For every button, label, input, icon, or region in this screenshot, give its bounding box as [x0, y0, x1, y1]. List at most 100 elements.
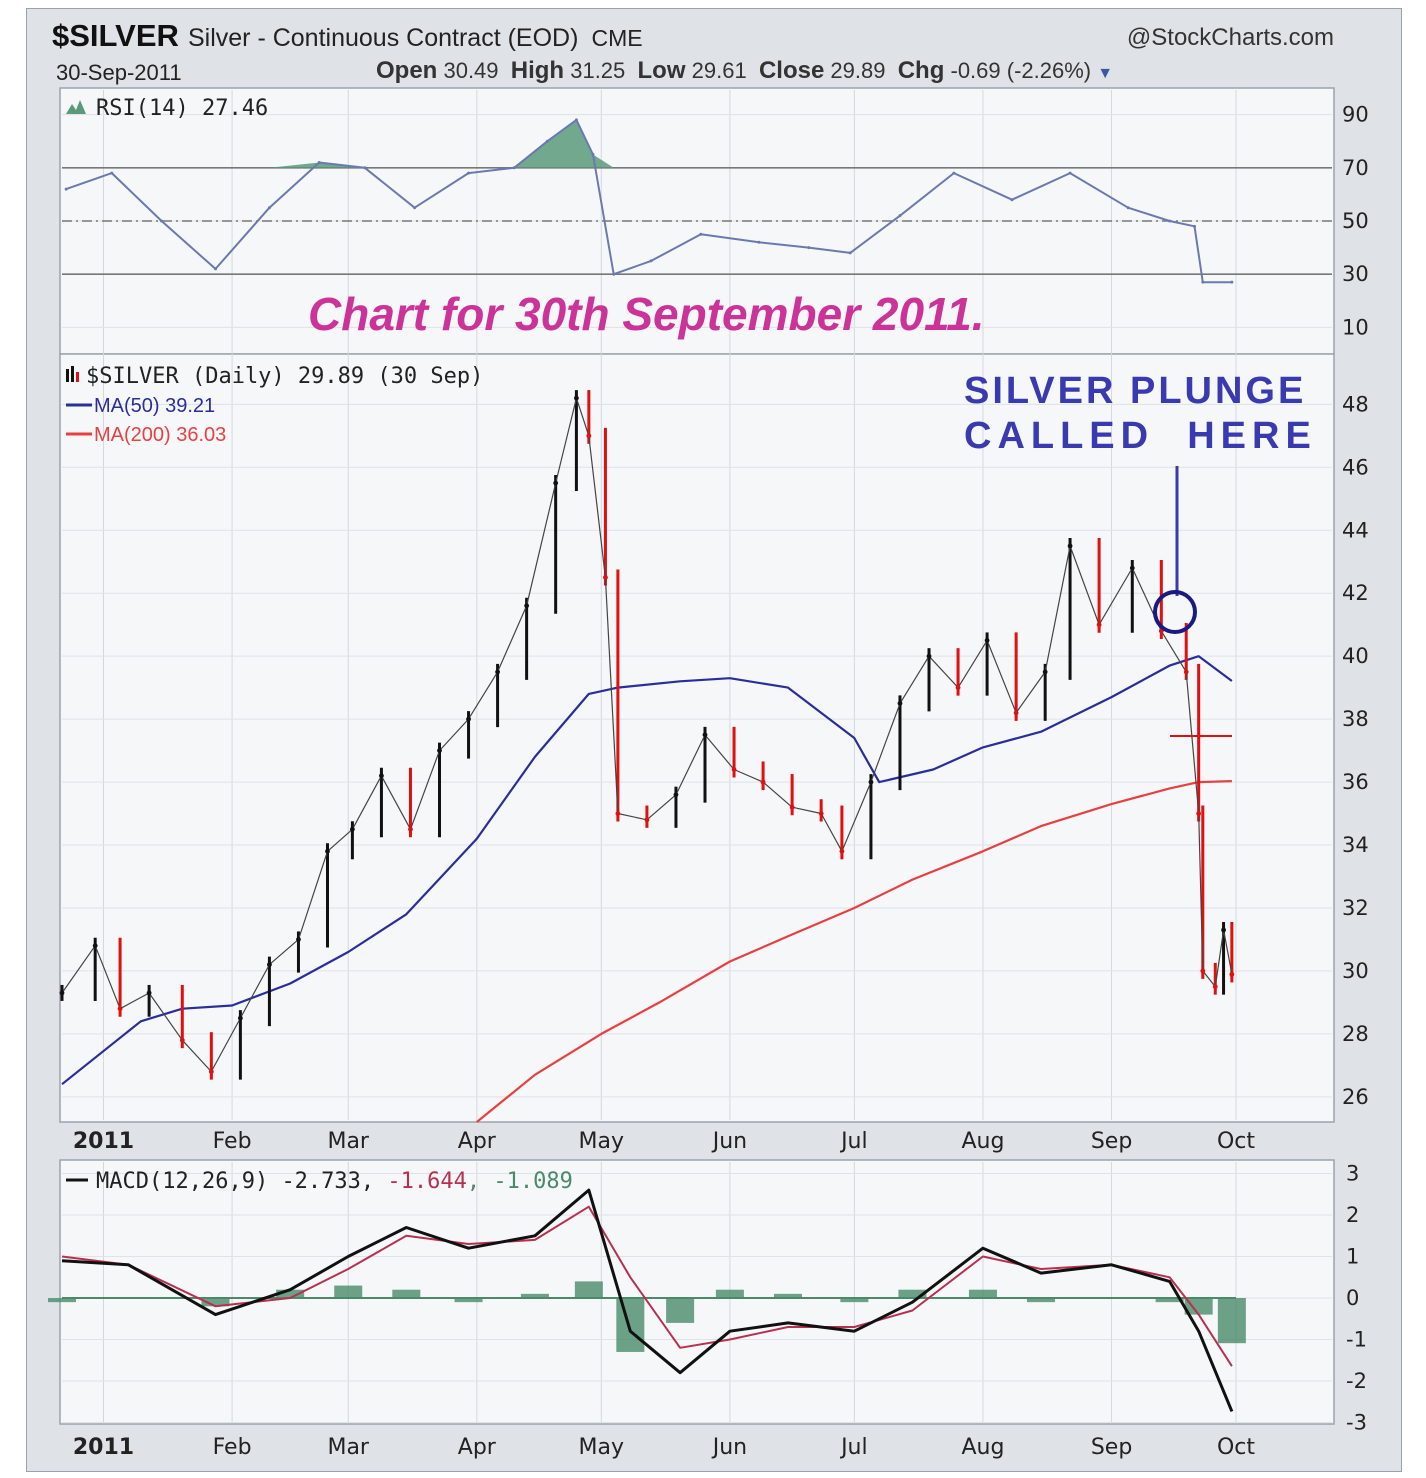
- price-month-label: Apr: [458, 1129, 497, 1154]
- macd-histogram-bar: [48, 1298, 76, 1303]
- price-month-label: Sep: [1091, 1129, 1132, 1154]
- chg-value: -0.69 (-2.26%): [950, 58, 1092, 83]
- macd-legend-name: MACD(12,26,9): [96, 1169, 268, 1194]
- rsi-point: [64, 187, 68, 191]
- price-month-label: May: [579, 1129, 624, 1154]
- price-point: [524, 603, 530, 609]
- rsi-point: [807, 246, 811, 250]
- macd-month-label: Aug: [961, 1435, 1004, 1460]
- macd-tick-label: -1: [1346, 1328, 1367, 1352]
- macd-month-label: Feb: [213, 1435, 252, 1460]
- price-point: [897, 700, 903, 706]
- macd-histogram-bar: [114, 1298, 143, 1299]
- price-point: [325, 848, 330, 854]
- rsi-point: [160, 219, 164, 223]
- high-value: 31.25: [570, 58, 626, 83]
- macd-histogram-bar: [616, 1298, 645, 1352]
- price-point: [1067, 543, 1073, 549]
- price-point: [1096, 622, 1102, 628]
- macd-histogram-bar: [201, 1298, 230, 1307]
- price-point: [59, 990, 65, 996]
- high-label: High: [510, 57, 565, 84]
- price-point: [702, 732, 708, 738]
- price-tick-label: 30: [1342, 959, 1369, 983]
- macd-legend: MACD(12,26,9) -2.733, -1.644, -1.089: [66, 1169, 573, 1194]
- price-point: [1229, 971, 1235, 977]
- price-month-label: 2011: [73, 1129, 134, 1154]
- price-point: [574, 395, 579, 401]
- rsi-point: [848, 251, 852, 255]
- macd-histogram-bar: [773, 1293, 802, 1298]
- rsi-point: [1010, 198, 1014, 202]
- macd-month-label: Jul: [839, 1435, 868, 1460]
- macd-panel: [59, 1159, 1335, 1425]
- macd-histogram-bar: [1097, 1298, 1126, 1299]
- price-point: [1221, 927, 1226, 933]
- macd-histogram-bar: [1027, 1298, 1056, 1303]
- rsi-tick-label: 50: [1342, 209, 1369, 233]
- rsi-point: [1126, 206, 1130, 210]
- candlestick-icon: [66, 366, 79, 382]
- rsi-point: [898, 214, 902, 218]
- open-label: Open: [376, 57, 438, 84]
- rsi-point: [1201, 280, 1205, 284]
- macd-histogram-bar: [334, 1285, 363, 1298]
- price-point: [1183, 669, 1189, 675]
- macd-histogram-bar: [1217, 1298, 1246, 1344]
- price-point: [296, 937, 301, 942]
- price-point: [349, 826, 355, 832]
- macd-histogram-bar: [1155, 1298, 1184, 1303]
- price-legend: $SILVER (Daily) 29.89 (30 Sep) MA(50) 39…: [66, 364, 483, 446]
- macd-histogram-bar: [392, 1289, 421, 1298]
- price-point: [437, 748, 442, 753]
- macd-tick-label: 1: [1346, 1245, 1359, 1269]
- ma200-line: [476, 780, 1232, 1123]
- chart-caption: Chart for 30th September 2011.: [308, 288, 985, 340]
- description: Silver - Continuous Contract (EOD): [188, 24, 579, 52]
- macd-month-label: Apr: [458, 1435, 497, 1460]
- price-point: [839, 848, 845, 854]
- chg-label: Chg: [897, 57, 945, 84]
- close-value: 29.89: [830, 58, 886, 83]
- ma200-legend-text: MA(200) 36.03: [94, 424, 226, 446]
- source-label[interactable]: @StockCharts.com: [1126, 24, 1334, 51]
- price-point: [1013, 710, 1019, 716]
- macd-tick-label: 2: [1346, 1203, 1359, 1227]
- exchange: CME: [591, 25, 643, 51]
- rsi-point: [267, 206, 271, 210]
- price-point: [984, 638, 990, 643]
- price-point: [818, 811, 824, 816]
- price-point: [955, 685, 961, 691]
- macd-tick-label: -3: [1346, 1411, 1367, 1435]
- rsi-tick-label: 30: [1342, 262, 1369, 286]
- rsi-point: [1168, 219, 1172, 223]
- price-tick-label: 46: [1342, 455, 1369, 479]
- price-point: [615, 811, 621, 816]
- rsi-point: [591, 153, 595, 156]
- price-point: [731, 767, 737, 772]
- plunge-marker-circle: [1153, 590, 1197, 634]
- mountain-icon: [66, 100, 86, 114]
- macd-month-label: May: [579, 1435, 624, 1460]
- chevron-down-icon[interactable]: ▼: [1097, 65, 1114, 82]
- price-point: [926, 653, 932, 659]
- macd-month-label: Sep: [1091, 1435, 1132, 1460]
- rsi-tick-label: 90: [1342, 103, 1369, 127]
- rsi-point: [649, 259, 653, 263]
- rsi-point: [1193, 224, 1197, 228]
- rsi-point: [317, 160, 321, 164]
- price-point: [760, 779, 766, 785]
- macd-month-label: Mar: [327, 1435, 369, 1460]
- rsi-point: [757, 240, 761, 244]
- macd-tick-label: 3: [1346, 1162, 1359, 1186]
- price-month-label: Jul: [839, 1129, 868, 1154]
- price-point: [553, 480, 559, 486]
- macd-histogram-bar: [520, 1293, 549, 1298]
- macd-month-label: Oct: [1217, 1435, 1255, 1460]
- macd-histogram-bar: [1184, 1298, 1213, 1315]
- price-point: [1200, 968, 1206, 974]
- rsi-point: [612, 272, 616, 276]
- price-point: [495, 669, 500, 675]
- close-label: Close: [758, 57, 825, 84]
- price-point: [1196, 811, 1202, 816]
